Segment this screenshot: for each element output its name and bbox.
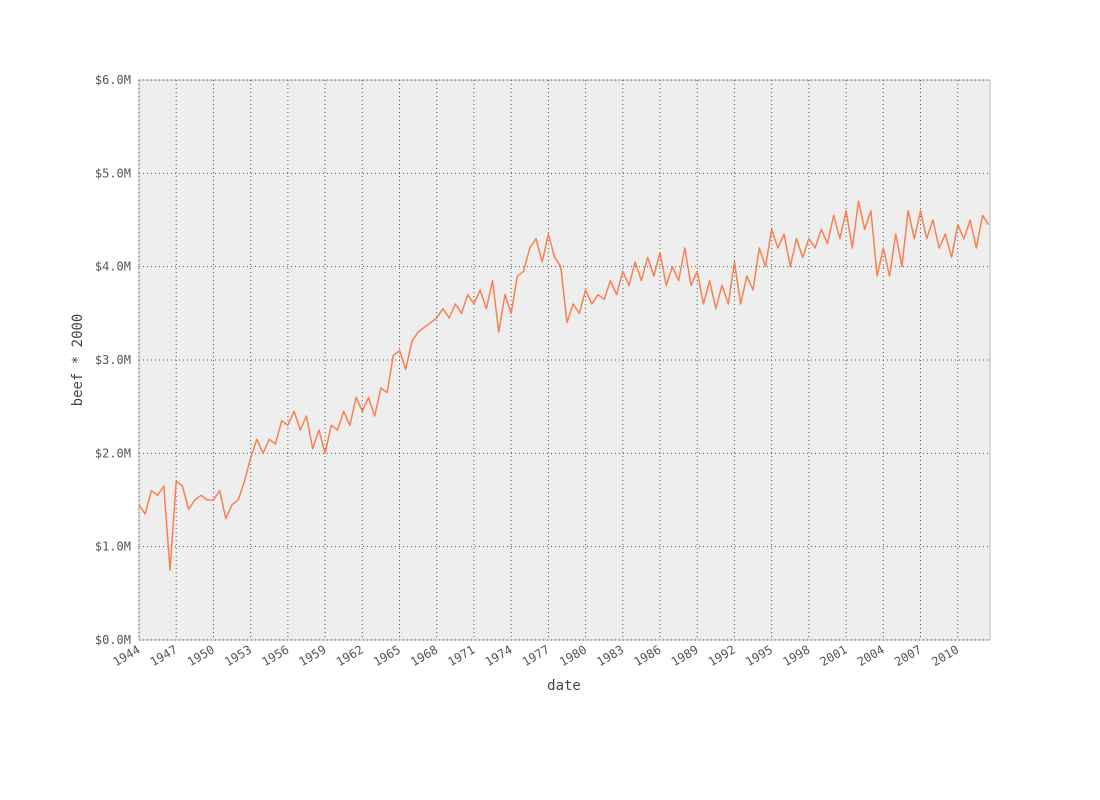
data-line [138,200,990,571]
x-tick-label: 2007 [892,642,924,669]
x-tick-label: 1959 [297,642,329,669]
x-tick-label: 1995 [743,642,775,669]
y-axis-label: beef * 2000 [70,314,86,407]
y-tick-label: $6.0M [95,73,131,87]
x-tick-label: 1971 [445,642,477,669]
x-tick-label: 2001 [818,642,850,669]
x-axis-label: date [547,678,581,694]
x-tick-label: 1947 [148,642,180,669]
x-tick-label: 1983 [594,642,626,669]
y-tick-label: $5.0M [95,166,131,180]
x-tick-label: 2004 [855,642,887,669]
x-tick-label: 1992 [706,642,738,669]
y-tick-label: $3.0M [95,353,131,367]
y-tick-label: $1.0M [95,540,131,554]
x-tick-label: 1989 [669,642,701,669]
x-tick-label: 1953 [222,642,254,669]
x-tick-label: 1977 [520,642,552,669]
y-tick-label: $2.0M [95,446,131,460]
x-tick-label: 1965 [371,642,403,669]
y-tick-label: $0.0M [95,633,131,647]
x-tick-label: 2010 [929,642,961,669]
plot-area [138,79,991,641]
x-tick-label: 1974 [483,642,515,669]
x-tick-label: 1956 [259,642,291,669]
x-tick-label: 1986 [631,642,663,669]
x-tick-label: 1962 [334,642,366,669]
y-tick-label: $4.0M [95,260,131,274]
x-tick-label: 1950 [185,642,217,669]
x-tick-label: 1968 [408,642,440,669]
x-tick-label: 1980 [557,642,589,669]
x-tick-label: 1998 [780,642,812,669]
